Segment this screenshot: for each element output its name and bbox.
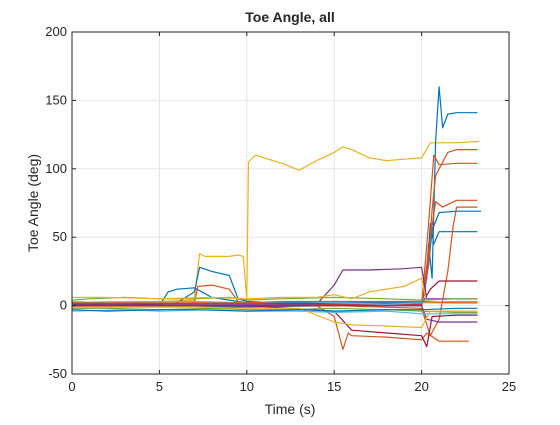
x-tick-label: 25	[502, 379, 516, 394]
series-layer	[71, 86, 481, 350]
y-tick-label: -50	[48, 366, 67, 381]
y-tick-label: 150	[45, 92, 67, 107]
series-line-17	[71, 309, 478, 315]
series-line-21	[72, 300, 478, 304]
x-tick-label: 0	[68, 379, 75, 394]
series-line-6	[72, 154, 478, 307]
series-line-12	[72, 266, 478, 305]
series-line-13	[72, 305, 478, 323]
x-tick-label: 10	[240, 379, 254, 394]
y-tick-label: 0	[60, 298, 67, 313]
series-line-1	[71, 140, 480, 304]
series-line-11	[72, 305, 478, 348]
x-tick-label: 15	[327, 379, 341, 394]
axes-box	[71, 31, 510, 375]
series-line-8	[72, 206, 478, 337]
x-tick-label: 5	[156, 379, 163, 394]
series-line-18	[72, 277, 478, 304]
series-line-2	[71, 86, 478, 307]
chart-title: Toe Angle, all	[245, 9, 334, 25]
series-line-10	[72, 280, 478, 305]
x-axis-label: Time (s)	[265, 401, 316, 417]
y-tick-label: 100	[45, 161, 67, 176]
series-line-20	[71, 307, 478, 312]
series-line-4	[72, 210, 481, 308]
grid	[71, 31, 510, 375]
y-tick-label: 200	[45, 24, 67, 39]
ticks	[71, 31, 510, 375]
y-tick-label: 50	[53, 229, 67, 244]
series-line-3	[72, 222, 478, 307]
y-axis-label: Toe Angle (deg)	[25, 154, 41, 252]
series-line-7	[72, 199, 478, 307]
series-line-19	[72, 306, 478, 329]
x-tick-label: 20	[414, 379, 428, 394]
